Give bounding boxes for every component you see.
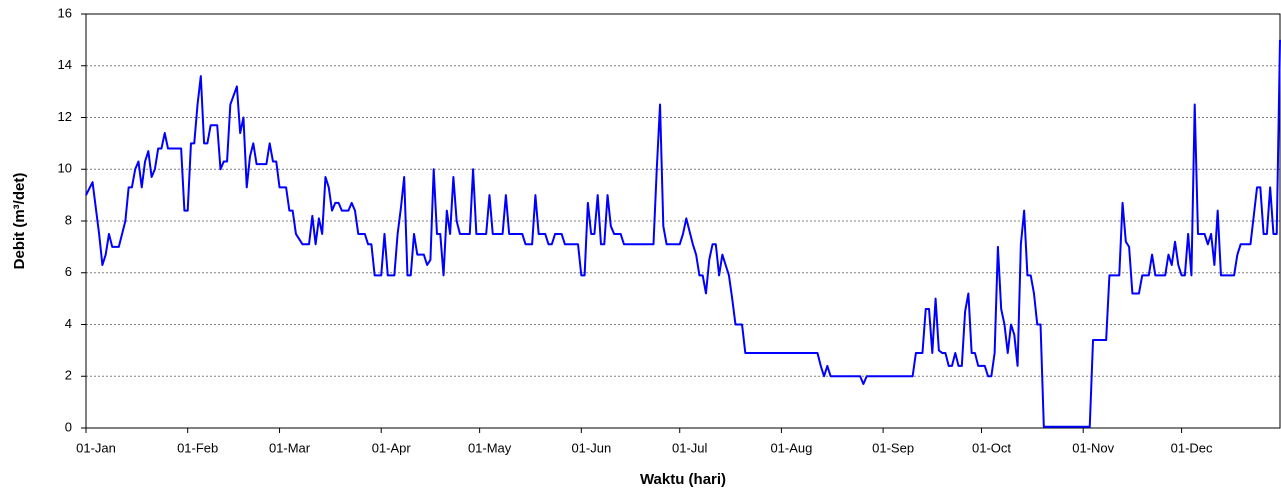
y-tick-label: 2 [65, 368, 72, 383]
x-tick-label: 01-May [468, 440, 512, 455]
y-tick-label: 12 [58, 109, 72, 124]
y-tick-label: 8 [65, 212, 72, 227]
x-tick-label: 01-Jun [571, 440, 611, 455]
x-tick-label: 01-Mar [269, 440, 311, 455]
x-tick-label: 01-Dec [1171, 440, 1213, 455]
x-tick-label: 01-Oct [972, 440, 1011, 455]
y-tick-label: 10 [58, 161, 72, 176]
y-tick-label: 14 [58, 57, 72, 72]
x-tick-label: 01-Jul [672, 440, 708, 455]
plot-border [85, 13, 1281, 429]
x-tick-label: 01-Sep [872, 440, 914, 455]
x-axis-title: Waktu (hari) [640, 471, 726, 488]
x-tick-label: 01-Feb [177, 440, 218, 455]
y-tick-label: 4 [65, 316, 72, 331]
x-tick-label: 01-Nov [1072, 440, 1114, 455]
y-tick-label: 16 [58, 5, 72, 20]
data-line [85, 39, 1281, 428]
y-tick-label: 6 [65, 264, 72, 279]
y-tick-label: 0 [65, 419, 72, 434]
x-tick-label: 01-Aug [770, 440, 812, 455]
x-tick-label: 01-Jan [76, 440, 116, 455]
x-tick-label: 01-Apr [372, 440, 412, 455]
y-axis-title: Debit (m³/det) [11, 173, 28, 270]
